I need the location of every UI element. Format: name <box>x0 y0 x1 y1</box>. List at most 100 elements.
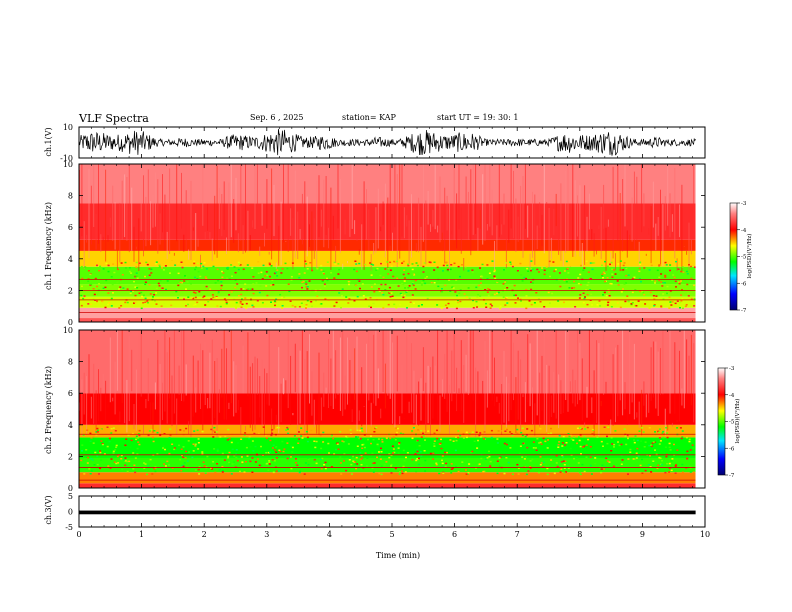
ch1-spec-streak <box>195 213 197 251</box>
ch2-spec-speckle <box>603 468 606 470</box>
ch2-spec-speckle <box>482 438 485 440</box>
ch2-spec-streak <box>411 343 412 413</box>
ch1-spec-streak <box>529 253 531 271</box>
ch1-spec-streak <box>543 164 545 254</box>
ch2-spec-speckle <box>328 452 330 454</box>
ch2-spec-streak <box>135 369 137 432</box>
ch2-spec-speckle <box>300 435 303 437</box>
ch2-spec-streak <box>114 361 116 415</box>
ch1-spec-speckle <box>126 301 129 304</box>
ch1-spec-speckle <box>402 260 405 263</box>
ch1-spec-streak <box>674 168 676 259</box>
ch1-spec-speckle <box>92 288 95 290</box>
ch1-spec-speckle <box>676 300 679 302</box>
ch2-spec-speckle <box>476 447 479 449</box>
ch2-spec-speckle <box>402 465 405 468</box>
ch1-spec-speckle <box>230 264 233 266</box>
ch2-spec-speckle <box>383 464 386 466</box>
ch1-spec-speckle <box>305 283 308 285</box>
ch2-spec-speckle <box>668 442 671 445</box>
ch2-spec-speckle <box>676 449 679 451</box>
ch1-spec-speckle <box>661 282 664 284</box>
ch1-spec-streak <box>693 164 695 237</box>
ch2-spec-speckle <box>411 431 413 433</box>
ch1-spec-streak <box>328 227 329 249</box>
ch2-spec-speckle <box>363 446 366 449</box>
ch1-spec-speckle <box>535 292 538 294</box>
ch2-spec-speckle <box>83 473 86 475</box>
ch2-spec-speckle <box>482 470 485 473</box>
ch2-spec-streak <box>494 357 495 407</box>
ch2-spec-speckle <box>300 427 303 429</box>
ch2-spec-streak <box>558 374 560 429</box>
ch2-spec-speckle <box>199 438 202 441</box>
ch1-spec-speckle <box>142 294 145 296</box>
ch2-spec-speckle <box>137 441 140 443</box>
ch2-spec-streak <box>347 337 348 405</box>
ch2-spec-speckle <box>248 436 251 438</box>
ch1-spec-streak <box>280 201 282 266</box>
ch2-spec-speckle <box>621 455 624 458</box>
ch2-spec-speckle <box>398 443 401 445</box>
ch2-spec-streak <box>150 402 152 424</box>
ch2-spec-speckle <box>231 463 234 465</box>
ch2-spec-speckle <box>656 448 659 450</box>
ch1-spec-speckle <box>110 305 113 307</box>
ch1-spec-speckle <box>459 275 461 278</box>
ch2-spec-streak <box>520 359 522 432</box>
ch1-spec-speckle <box>193 262 196 265</box>
ch1-spec-speckle <box>686 270 688 273</box>
x-tick-label: 2 <box>202 530 207 539</box>
ch1-spec-speckle <box>660 271 663 274</box>
ch2-spec-speckle <box>279 450 282 453</box>
ch2-spec-streak <box>375 330 377 406</box>
ch1-spec-streak <box>361 224 363 270</box>
ch2-spec-speckle <box>433 432 436 435</box>
ch1-spec-streak <box>645 253 647 256</box>
ch2-spec-speckle <box>441 455 444 457</box>
ch2-spec-streak <box>591 397 593 414</box>
ch1-spec-streak <box>451 230 453 235</box>
ch1-spec-speckle <box>627 300 630 303</box>
ch2-spec-speckle <box>162 447 164 449</box>
ch2-spec-speckle <box>490 429 493 432</box>
ch1-spec-speckle <box>643 267 646 269</box>
ch1-spec-speckle <box>221 276 224 279</box>
ch1-spec-speckle <box>600 287 603 290</box>
ch1-spec-streak <box>349 164 351 237</box>
ch2-spec-speckle <box>281 440 284 443</box>
ch1-spec-speckle <box>300 302 303 304</box>
ch1-spec-speckle <box>390 292 393 294</box>
ch1-spec-speckle <box>471 269 474 271</box>
ch1-spec-speckle <box>217 297 220 299</box>
ch2-spec-speckle <box>361 429 364 432</box>
ch2-spec-speckle <box>373 431 376 433</box>
ch1-spec-streak <box>216 165 218 258</box>
ch2-spec-streak <box>674 342 676 414</box>
ch1-spec-speckle <box>349 281 351 283</box>
ch1-spec-speckle <box>261 302 264 304</box>
ch2-spec-speckle <box>295 458 297 460</box>
ch1-spec-speckle <box>157 265 160 267</box>
ch2-spec-speckle <box>293 435 296 437</box>
ch1-spec-streak <box>283 164 284 243</box>
ch2-spec-speckle <box>480 457 483 460</box>
ch1-spec-speckle <box>601 275 604 277</box>
ch2-spec-speckle <box>457 470 460 473</box>
ch1-spec-speckle <box>234 279 237 281</box>
ch2-spec-speckle <box>503 442 506 445</box>
ch1-spec-streak <box>652 181 654 228</box>
ch2-spec-speckle <box>106 426 109 428</box>
ch1-spec-speckle <box>387 268 390 270</box>
ch1-spec-speckle <box>356 295 359 298</box>
ch2-spec-speckle <box>674 472 677 474</box>
ch1-spec-streak <box>95 213 97 250</box>
ch2-spec-speckle <box>496 442 499 444</box>
ch2-spec-speckle <box>527 470 530 472</box>
ch2-spec-speckle <box>81 450 83 452</box>
ch2-spec-speckle <box>180 470 183 472</box>
ch1-spec-speckle <box>382 276 385 279</box>
ch2-spec-streak <box>162 382 163 421</box>
ch2-spec-speckle <box>134 471 137 474</box>
ch1-spec-speckle <box>543 273 546 276</box>
